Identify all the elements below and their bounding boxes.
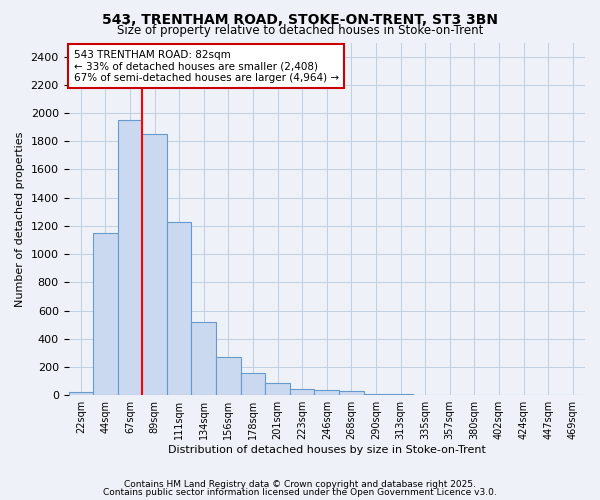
Text: Contains public sector information licensed under the Open Government Licence v3: Contains public sector information licen… (103, 488, 497, 497)
Bar (339, 392, 364, 395)
Text: Size of property relative to detached houses in Stoke-on-Trent: Size of property relative to detached ho… (117, 24, 483, 37)
Bar (167, 222, 191, 395)
Bar (142, 134, 167, 395)
Bar (241, 374, 265, 395)
Bar (413, 394, 437, 395)
X-axis label: Distribution of detached houses by size in Stoke-on-Trent: Distribution of detached houses by size … (168, 445, 486, 455)
Text: Contains HM Land Registry data © Crown copyright and database right 2025.: Contains HM Land Registry data © Crown c… (124, 480, 476, 489)
Bar (314, 390, 339, 395)
Bar (388, 394, 413, 395)
Bar (118, 120, 142, 395)
Y-axis label: Number of detached properties: Number of detached properties (15, 131, 25, 306)
Bar (191, 322, 216, 395)
Text: 543 TRENTHAM ROAD: 82sqm
← 33% of detached houses are smaller (2,408)
67% of sem: 543 TRENTHAM ROAD: 82sqm ← 33% of detach… (74, 50, 339, 83)
Bar (93, 233, 118, 395)
Bar (364, 394, 388, 395)
Bar (68, 392, 93, 395)
Text: 543, TRENTHAM ROAD, STOKE-ON-TRENT, ST3 3BN: 543, TRENTHAM ROAD, STOKE-ON-TRENT, ST3 … (102, 12, 498, 26)
Bar (265, 382, 290, 395)
Bar (216, 357, 241, 395)
Bar (290, 389, 314, 395)
